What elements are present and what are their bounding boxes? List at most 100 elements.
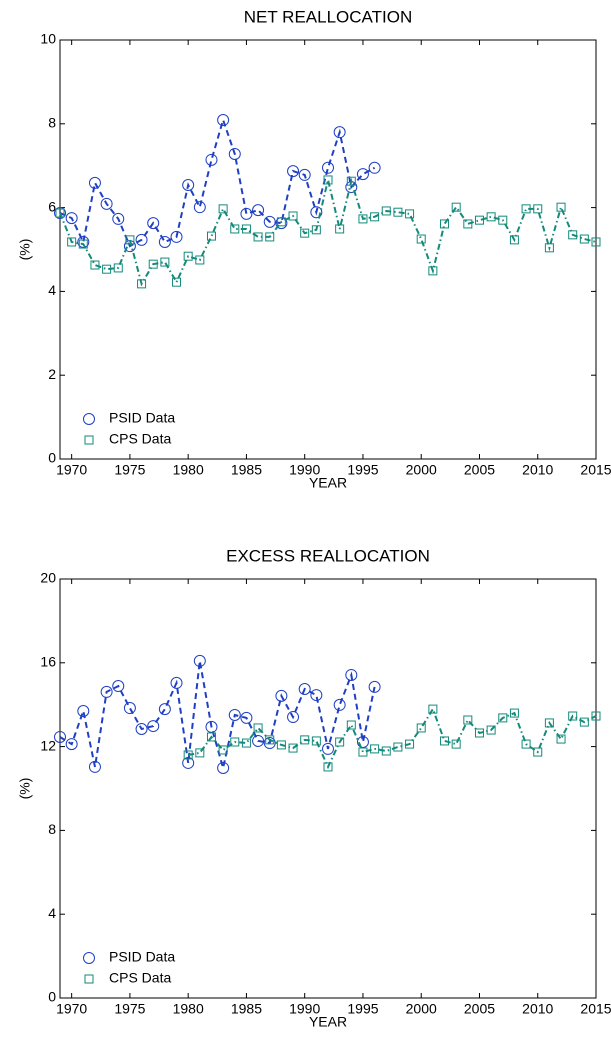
x-tick-label: 2010 — [522, 1001, 553, 1017]
x-tick-label: 2015 — [580, 462, 611, 478]
marker — [568, 711, 578, 721]
legend-marker — [83, 413, 95, 425]
marker — [228, 708, 241, 721]
marker — [276, 217, 286, 227]
marker — [205, 720, 218, 733]
marker — [333, 698, 346, 711]
marker — [311, 225, 321, 235]
marker — [253, 723, 263, 733]
plot-frame — [59, 39, 597, 460]
legend-label: CPS Data — [109, 431, 171, 447]
x-axis-label: YEAR — [309, 1014, 347, 1030]
marker — [346, 720, 356, 730]
marker — [533, 747, 543, 757]
marker — [158, 235, 171, 248]
marker — [252, 204, 265, 217]
marker — [228, 147, 241, 160]
marker — [100, 197, 113, 210]
marker — [368, 161, 381, 174]
marker — [451, 739, 461, 749]
series-line — [188, 706, 597, 770]
y-tick-label: 6 — [48, 198, 56, 214]
marker — [474, 215, 484, 225]
y-tick-label: 2 — [48, 366, 56, 382]
marker — [67, 237, 77, 247]
chart-title: EXCESS REALLOCATION — [226, 546, 430, 565]
marker — [474, 728, 484, 738]
x-tick-label: 1985 — [231, 462, 262, 478]
marker — [123, 702, 136, 715]
y-tick-label: 0 — [48, 450, 56, 466]
marker — [88, 760, 101, 773]
x-tick-label: 1975 — [114, 462, 145, 478]
marker — [544, 718, 554, 728]
marker — [276, 740, 286, 750]
marker — [77, 704, 90, 717]
legend-marker — [83, 952, 95, 964]
marker — [265, 735, 275, 745]
marker — [240, 711, 253, 724]
marker — [170, 230, 183, 243]
marker — [183, 750, 193, 760]
marker — [322, 161, 334, 174]
marker — [533, 204, 543, 214]
marker — [172, 277, 182, 287]
marker — [381, 206, 391, 216]
marker — [498, 713, 508, 723]
marker — [230, 737, 240, 747]
x-tick-label: 1970 — [56, 462, 87, 478]
marker — [556, 202, 566, 212]
marker — [579, 717, 589, 727]
marker — [240, 207, 253, 220]
y-tick-label: 10 — [40, 31, 56, 47]
y-tick-label: 4 — [48, 282, 56, 298]
marker — [393, 742, 403, 752]
series-line — [59, 660, 376, 769]
y-tick-label: 8 — [48, 821, 56, 837]
series-line — [59, 116, 376, 248]
marker — [170, 676, 183, 689]
marker — [509, 708, 519, 718]
marker — [322, 742, 334, 755]
marker — [193, 201, 206, 214]
x-tick-label: 1990 — [289, 462, 320, 478]
marker — [90, 260, 100, 270]
marker — [112, 212, 125, 225]
marker — [451, 202, 461, 212]
marker — [65, 212, 78, 225]
marker — [195, 255, 205, 265]
marker — [428, 266, 438, 276]
x-tick-label: 1995 — [347, 462, 378, 478]
marker — [137, 279, 147, 289]
marker — [287, 711, 300, 724]
marker — [556, 734, 566, 744]
marker — [125, 235, 135, 245]
marker — [160, 257, 170, 267]
marker — [591, 237, 601, 247]
chart-title: NET REALLOCATION — [244, 7, 412, 26]
marker — [486, 725, 496, 735]
marker — [54, 730, 66, 743]
marker — [310, 689, 323, 702]
marker — [78, 239, 88, 249]
marker — [579, 234, 589, 244]
marker — [195, 748, 205, 758]
x-tick-label: 2010 — [522, 462, 553, 478]
legend-label: PSID Data — [109, 949, 175, 965]
marker — [241, 224, 251, 234]
marker — [486, 212, 496, 222]
marker — [241, 738, 251, 748]
marker — [300, 228, 310, 238]
marker — [298, 682, 311, 695]
x-axis-label: YEAR — [309, 475, 347, 491]
y-tick-label: 8 — [48, 115, 56, 131]
marker — [416, 723, 426, 733]
marker — [182, 178, 195, 191]
y-axis-label: (%) — [17, 778, 33, 800]
marker — [356, 735, 369, 748]
marker — [206, 732, 216, 742]
marker — [358, 747, 368, 757]
x-tick-label: 1995 — [347, 1001, 378, 1017]
marker — [416, 234, 426, 244]
